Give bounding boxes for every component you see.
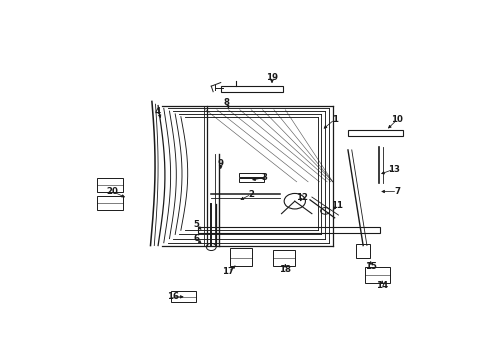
Text: 20: 20: [107, 187, 119, 196]
Text: 19: 19: [266, 73, 278, 82]
Bar: [98, 178, 123, 192]
Text: 17: 17: [222, 267, 234, 276]
Text: 8: 8: [223, 98, 229, 107]
Bar: [98, 196, 123, 210]
Bar: [220, 86, 283, 92]
Text: 3: 3: [262, 173, 268, 182]
Text: 12: 12: [296, 193, 308, 202]
Text: 7: 7: [394, 187, 400, 196]
Bar: [356, 244, 370, 258]
Bar: [230, 248, 251, 266]
Bar: [239, 173, 264, 177]
Bar: [239, 178, 264, 182]
Bar: [365, 267, 390, 283]
Text: 9: 9: [218, 159, 224, 168]
Text: 16: 16: [167, 292, 179, 301]
Text: 18: 18: [279, 265, 291, 274]
Text: 10: 10: [392, 115, 403, 124]
Bar: [172, 291, 196, 302]
Text: 2: 2: [248, 190, 254, 199]
Text: 14: 14: [376, 281, 388, 290]
Text: 4: 4: [155, 107, 161, 116]
Text: 1: 1: [332, 115, 338, 124]
Bar: [198, 227, 380, 233]
Text: 15: 15: [365, 262, 377, 271]
Bar: [273, 250, 295, 266]
Text: 11: 11: [331, 201, 343, 210]
Text: 13: 13: [388, 165, 399, 174]
Bar: [348, 130, 403, 136]
Text: 5: 5: [193, 220, 199, 229]
Text: 6: 6: [193, 234, 199, 243]
